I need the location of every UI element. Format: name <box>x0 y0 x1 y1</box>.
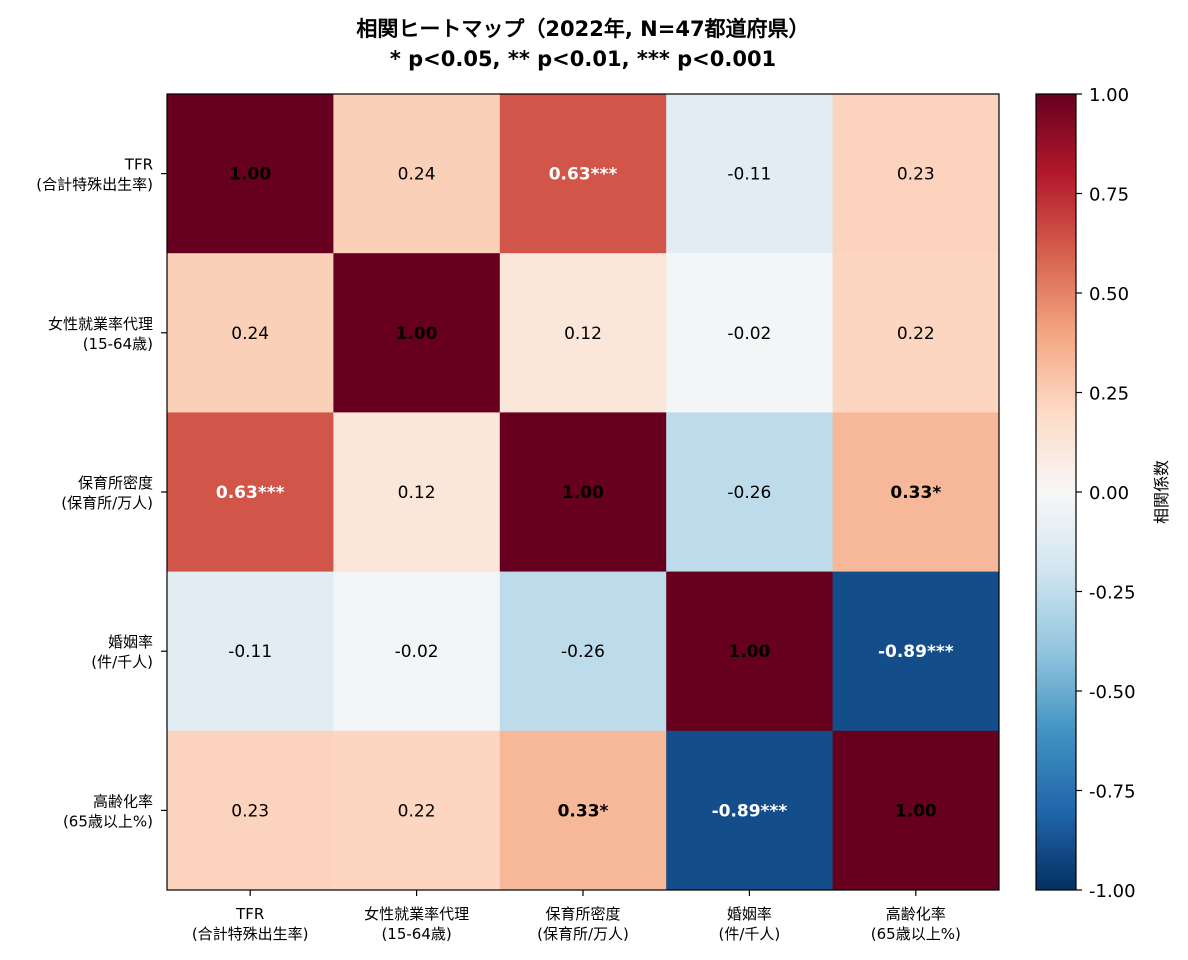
x-tick-label: (15-64歳) <box>381 925 451 943</box>
y-tick-label: (件/千人) <box>91 653 153 671</box>
y-tick-label: 高齢化率 <box>93 792 153 810</box>
heatmap-cell <box>167 253 334 413</box>
chart-subtitle: * p<0.05, ** p<0.01, *** p<0.001 <box>390 47 776 71</box>
cell-value-label: 0.24 <box>398 165 436 185</box>
y-tick-label: (保育所/万人) <box>61 494 153 512</box>
cell-value-label: -0.02 <box>727 324 771 344</box>
heatmap-cell <box>499 412 667 573</box>
colorbar-ticks: 1.00 0.75 0.50 0.25 0.00 -0.25 -0.50 -0.75 -1.00 <box>1076 85 1136 902</box>
cell-value-label: 0.22 <box>398 801 436 821</box>
cell-value-label: -0.89*** <box>712 801 788 821</box>
colorbar-tick-label: -0.75 <box>1089 782 1136 803</box>
heatmap-cell <box>333 730 501 891</box>
cell-value-label: 0.33* <box>890 483 941 503</box>
cell-value-label: -0.26 <box>727 483 771 503</box>
cell-value-label: 0.63*** <box>216 483 285 503</box>
heatmap-cell <box>666 571 834 732</box>
cell-value-label: 1.00 <box>396 324 438 344</box>
cell-value-label: 0.23 <box>897 165 935 185</box>
heatmap-cell <box>832 253 1000 413</box>
x-tick-labels: TFR (合計特殊出生率) 女性就業率代理 (15-64歳) 保育所密度 (保育所/万人)… <box>192 890 961 943</box>
cell-value-label: -0.02 <box>395 642 439 662</box>
colorbar-tick-label: -1.00 <box>1089 881 1136 902</box>
x-tick-label: (65歳以上%) <box>871 925 961 943</box>
x-tick-label: 高齢化率 <box>886 905 946 923</box>
y-tick-label: 婚姻率 <box>108 633 153 651</box>
colorbar <box>1035 93 1077 891</box>
x-tick-label: TFR <box>235 905 264 923</box>
cell-value-label: -0.11 <box>727 165 771 185</box>
heatmap-cell <box>499 730 667 891</box>
colorbar-tick-label: 0.25 <box>1089 384 1129 405</box>
cell-value-label: 0.12 <box>398 483 436 503</box>
colorbar-tick-label: -0.50 <box>1089 682 1136 703</box>
heatmap-cells <box>167 94 1000 891</box>
heatmap-cell <box>167 730 334 891</box>
heatmap-cell <box>666 412 834 573</box>
heatmap-cell <box>333 571 501 732</box>
heatmap-cell <box>666 730 834 891</box>
heatmap-cell <box>499 94 667 254</box>
x-tick-label: (合計特殊出生率) <box>192 925 309 943</box>
cell-value-label: 0.63*** <box>549 165 618 185</box>
y-tick-label: (合計特殊出生率) <box>36 176 153 194</box>
heatmap-cell <box>499 571 667 732</box>
x-tick-label: 婚姻率 <box>727 905 772 923</box>
cell-value-label: 1.00 <box>728 642 770 662</box>
x-tick-label: (保育所/万人) <box>537 925 629 943</box>
heatmap-cell <box>333 253 501 413</box>
colorbar-label: 相関係数 <box>1152 460 1171 524</box>
heatmap-cell <box>832 94 1000 254</box>
heatmap-cell <box>832 412 1000 573</box>
heatmap-cell <box>333 94 501 254</box>
cell-value-label: -0.89*** <box>878 642 954 662</box>
heatmap-cell <box>499 253 667 413</box>
colorbar-tick-label: 1.00 <box>1089 85 1129 106</box>
y-tick-label: TFR <box>124 156 153 174</box>
heatmap-cell <box>666 253 834 413</box>
heatmap-cell-labels: 1.00 0.24 0.63*** -0.11 0.23 0.24 1.00 0.12 -0.0… <box>216 165 954 822</box>
y-tick-labels: TFR (合計特殊出生率) 女性就業率代理 (15-64歳) 保育所密度 (保育所/万人)… <box>36 156 167 830</box>
colorbar-tick-label: 0.00 <box>1089 483 1129 504</box>
colorbar-tick-label: -0.25 <box>1089 583 1136 604</box>
y-tick-label: (65歳以上%) <box>63 812 153 830</box>
cell-value-label: 0.33* <box>558 801 609 821</box>
cell-value-label: 0.12 <box>564 324 602 344</box>
x-tick-label: 女性就業率代理 <box>364 905 469 923</box>
colorbar-tick-label: 0.50 <box>1089 284 1129 305</box>
heatmap-cell <box>167 571 334 732</box>
cell-value-label: -0.11 <box>228 642 272 662</box>
cell-value-label: -0.26 <box>561 642 605 662</box>
y-tick-label: (15-64歳) <box>83 335 153 353</box>
x-tick-label: (件/千人) <box>719 925 781 943</box>
y-tick-label: 女性就業率代理 <box>48 315 153 333</box>
heatmap-cell <box>167 94 334 254</box>
cell-value-label: 0.24 <box>231 324 269 344</box>
cell-value-label: 0.23 <box>231 801 269 821</box>
cell-value-label: 0.22 <box>897 324 935 344</box>
colorbar-tick-label: 0.75 <box>1089 185 1129 206</box>
cell-value-label: 1.00 <box>229 165 271 185</box>
heatmap-cell <box>167 412 334 573</box>
chart-title: 相関ヒートマップ（2022年, N=47都道府県） <box>356 17 809 41</box>
heatmap-cell <box>333 412 501 573</box>
cell-value-label: 1.00 <box>895 801 937 821</box>
x-tick-label: 保育所密度 <box>545 905 620 923</box>
y-tick-label: 保育所密度 <box>78 474 153 492</box>
heatmap-cell <box>666 94 834 254</box>
heatmap-cell <box>832 730 1000 891</box>
heatmap-cell <box>832 571 1000 732</box>
cell-value-label: 1.00 <box>562 483 604 503</box>
